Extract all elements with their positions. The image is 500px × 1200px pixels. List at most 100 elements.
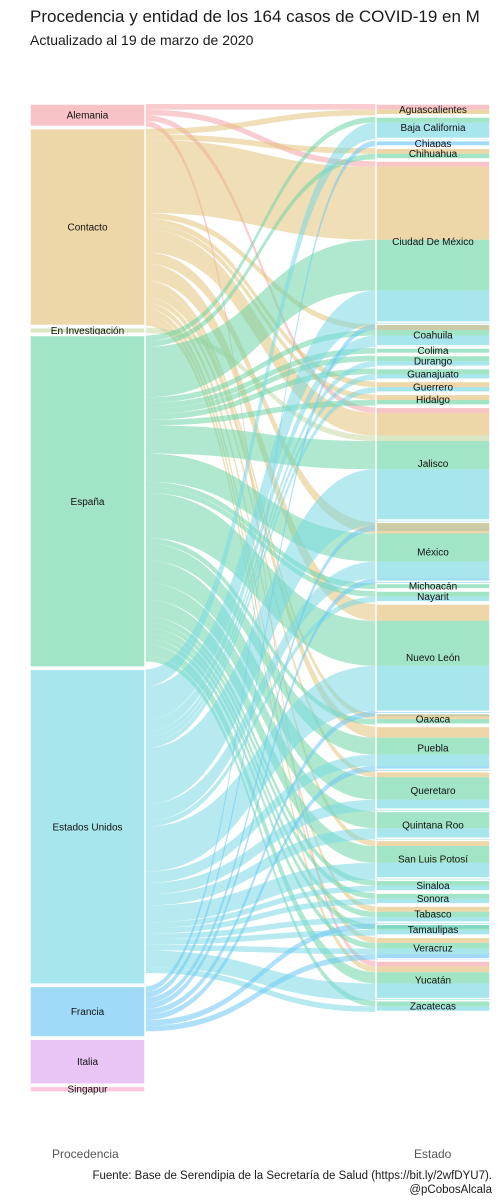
- flow-Alemania-Ciudad De México: [145, 109, 376, 167]
- flow-España-Queretaro: [145, 560, 376, 800]
- flow-Alemania-Aguascalientes: [145, 104, 376, 110]
- node-Francia: [29, 985, 146, 1038]
- node-label-Guanajuato: Guanajuato: [407, 369, 459, 380]
- node-label-Hidalgo: Hidalgo: [416, 395, 450, 406]
- node-Contacto: [29, 127, 146, 327]
- node-México: [375, 521, 491, 583]
- flow-Francia-Puebla: [145, 765, 376, 1021]
- node-Durango: [375, 354, 491, 368]
- flow-Estados Unidos-Puebla: [145, 754, 376, 884]
- segment-Veracruz-Contacto: [376, 937, 490, 943]
- segment-Nuevo León-Contacto: [376, 603, 490, 621]
- segment-Tabasco-Estados Unidos: [376, 917, 490, 923]
- flow-España-Quintana Roo: [145, 582, 376, 829]
- node-Tabasco: [375, 905, 491, 923]
- segment-Aguascalientes-Contacto: [376, 109, 490, 116]
- node-Colima: [375, 347, 491, 355]
- flow-Alemania-Jalisco: [145, 115, 376, 413]
- segment-Colima-España: [376, 348, 490, 354]
- flow-Francia-Ciudad De México: [145, 324, 376, 998]
- flow-España-Chihuahua: [145, 153, 376, 347]
- segment-Zacatecas-España: [376, 1000, 490, 1007]
- node-label-Durango: Durango: [414, 356, 453, 367]
- flow-Estados Unidos-Durango: [145, 361, 376, 737]
- segment-Chihuahua-Contacto: [376, 148, 490, 154]
- node-label-Guerrero: Guerrero: [413, 382, 453, 393]
- node-label-Francia: Francia: [71, 1007, 105, 1018]
- segment-Guanajuato-Estados Unidos: [376, 374, 490, 380]
- segment-Queretaro-Estados Unidos: [376, 799, 490, 811]
- node-Estados Unidos: [29, 668, 146, 985]
- flow-Estados Unidos-Queretaro: [145, 799, 376, 895]
- node-label-Quintana Roo: Quintana Roo: [402, 820, 464, 831]
- node-Ciudad De México: [375, 160, 491, 323]
- segment-Tamaulipas-Estados Unidos: [376, 929, 490, 936]
- segment-Zacatecas-Estados Unidos: [376, 1006, 490, 1012]
- flow-Contacto-Coahuila: [145, 213, 376, 330]
- node-label-Alemania: Alemania: [67, 111, 109, 122]
- flow-Francia-Jalisco: [145, 525, 376, 1004]
- segment-Coahuila-España: [376, 329, 490, 336]
- source-caption: Fuente: Base de Serendipia de la Secreta…: [92, 1169, 492, 1197]
- node-Hidalgo: [375, 393, 491, 406]
- flow-Estados Unidos-Quintana Roo: [145, 828, 376, 906]
- flow-Estados Unidos-Ciudad De México: [145, 290, 376, 720]
- segment-Guerrero-Estados Unidos: [376, 387, 490, 393]
- segment-Nuevo León-España: [376, 620, 490, 666]
- node-Chiapas: [375, 139, 491, 147]
- flow-España-Zacatecas: [145, 655, 376, 1007]
- node-Oaxaca: [375, 712, 491, 726]
- segment-Tamaulipas-España: [376, 924, 490, 930]
- flow-Estados Unidos-Zacatecas: [145, 967, 376, 1012]
- segment-Puebla-España: [376, 737, 490, 755]
- node-label-Tamaulipas: Tamaulipas: [408, 925, 459, 936]
- node-label-Chiapas: Chiapas: [415, 139, 452, 150]
- node-label-Sinaloa: Sinaloa: [416, 881, 450, 892]
- segment-San Luis Potosí-Contacto: [376, 840, 490, 847]
- node-Chihuahua: [375, 147, 491, 160]
- node-San Luis Potosí: [375, 839, 491, 879]
- node-Michoacán: [375, 582, 491, 590]
- axis-label-estado: Estado: [414, 1147, 452, 1161]
- flow-España-Colima: [145, 348, 376, 409]
- flow-Estados Unidos-Veracruz: [145, 944, 376, 955]
- segment-Guanajuato-España: [376, 368, 490, 375]
- segment-Jalisco-Alemania: [376, 407, 490, 413]
- segment-Yucatán-España: [376, 972, 490, 984]
- segment-México-España: [376, 533, 490, 562]
- flow-Contacto-Ciudad De México: [145, 139, 376, 240]
- segment-Jalisco-Contacto: [376, 412, 490, 436]
- node-label-Queretaro: Queretaro: [410, 786, 455, 797]
- flow-Estados Unidos-Coahuila: [145, 335, 376, 732]
- node-En Investigación: [29, 326, 146, 335]
- flow-España-San Luis Potosí: [145, 599, 376, 863]
- segment-Tabasco-España: [376, 911, 490, 918]
- flow-España-Guanajuato: [145, 368, 376, 420]
- flow-Estados Unidos-Tabasco: [145, 917, 376, 940]
- node-label-Veracruz: Veracruz: [413, 944, 452, 955]
- flow-España-Ciudad De México: [145, 239, 376, 398]
- node-label-Aguascalientes: Aguascalientes: [399, 105, 467, 116]
- flow-Francia-Chiapas: [145, 140, 376, 993]
- segment-Chiapas-Francia: [376, 140, 490, 147]
- segment-Puebla-Contacto: [376, 726, 490, 738]
- node-Quintana Roo: [375, 810, 491, 839]
- node-label-Chihuahua: Chihuahua: [409, 149, 458, 160]
- node-Jalisco: [375, 406, 491, 521]
- segment-Quintana Roo-España: [376, 811, 490, 829]
- node-label-México: México: [417, 547, 449, 558]
- node-Alemania: [29, 103, 146, 128]
- segment-Ciudad De México-Contacto: [376, 166, 490, 240]
- node-Zacatecas: [375, 1000, 491, 1013]
- segment-Queretaro-España: [376, 777, 490, 800]
- segment-Puebla-Francia: [376, 765, 490, 772]
- segment-Yucatán-Alemania: [376, 960, 490, 967]
- node-label-Michoacán: Michoacán: [409, 582, 457, 593]
- segment-Oaxaca-España: [376, 719, 490, 725]
- node-label-Yucatán: Yucatán: [415, 975, 451, 986]
- node-label-Contacto: Contacto: [67, 223, 107, 234]
- segment-Puebla-Estados Unidos: [376, 754, 490, 766]
- segment-Jalisco-España: [376, 441, 490, 470]
- flow-layer: [145, 104, 376, 1032]
